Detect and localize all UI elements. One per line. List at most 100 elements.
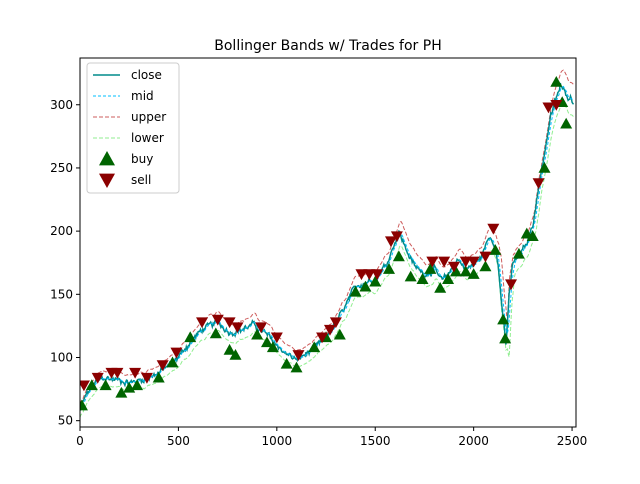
legend-label: lower (131, 131, 164, 145)
x-tick-label: 2000 (458, 434, 489, 448)
y-tick-label: 100 (50, 350, 73, 364)
sell-marker (156, 360, 169, 372)
legend: close mid upper lower buy sell (86, 62, 180, 194)
sell-marker (550, 99, 563, 111)
buy-marker (349, 285, 362, 297)
buy-marker (560, 117, 573, 129)
y-tick-label: 250 (50, 161, 73, 175)
buy-marker (308, 341, 321, 353)
buy-marker (85, 379, 98, 391)
buy-marker (166, 356, 179, 368)
legend-swatch-sell (99, 173, 115, 188)
sell-marker (532, 178, 545, 190)
sell-marker (355, 269, 368, 281)
buy-marker (416, 273, 429, 284)
sell-marker (111, 367, 124, 379)
buy-marker (251, 328, 264, 340)
x-tick-label: 2500 (557, 434, 588, 448)
buy-marker (459, 265, 472, 277)
sell-marker (292, 350, 305, 361)
sell-marker (255, 322, 268, 334)
sell-marker (170, 347, 183, 359)
buy-marker (442, 273, 455, 284)
buy-marker (290, 361, 303, 373)
legend-item-buy: buy (99, 151, 153, 166)
y-tick-label: 300 (50, 98, 73, 112)
buy-marker (383, 263, 396, 274)
buy-marker (392, 250, 405, 262)
buy-marker (99, 379, 112, 391)
buy-marker (479, 260, 492, 272)
buy-marker (152, 371, 165, 383)
buy-marker (333, 328, 346, 340)
y-tick-label: 50 (58, 414, 73, 428)
sell-marker (223, 317, 236, 329)
buy-marker (260, 336, 273, 348)
x-axis: 0 500 1000 1500 2000 2500 (76, 427, 587, 448)
legend-item-upper: upper (93, 110, 166, 124)
buy-marker (404, 270, 417, 282)
sell-marker (363, 269, 376, 281)
buy-marker (266, 341, 279, 353)
sell-marker (487, 223, 500, 235)
x-tick-label: 0 (76, 434, 84, 448)
buy-marker (184, 331, 197, 343)
legend-label: close (131, 68, 162, 82)
legend-label: sell (131, 173, 151, 187)
y-tick-label: 150 (50, 287, 73, 301)
sell-marker (211, 314, 224, 326)
chart-title: Bollinger Bands w/ Trades for PH (214, 38, 441, 54)
sell-marker (140, 372, 153, 384)
buy-marker (280, 357, 293, 369)
sell-marker (80, 380, 90, 392)
sell-marker (390, 231, 403, 243)
buy-marker (499, 332, 512, 344)
x-tick-label: 1000 (262, 434, 293, 448)
buy-marker (209, 327, 222, 339)
sell-marker (447, 261, 460, 273)
sell-marker (459, 256, 472, 268)
y-axis: 50 100 150 200 250 300 (50, 98, 80, 428)
buy-marker (424, 263, 437, 274)
buy-marker (223, 343, 236, 355)
axes-frame (79, 57, 577, 428)
sell-marker (329, 317, 342, 329)
buy-marker (131, 379, 144, 391)
sell-marker (196, 317, 209, 329)
legend-item-lower: lower (93, 131, 164, 145)
legend-item-mid: mid (93, 89, 154, 103)
buy-marker (359, 280, 372, 292)
sell-marker (467, 256, 480, 268)
buy-marker (497, 313, 510, 325)
sell-marker (438, 256, 451, 268)
sell-marker (505, 279, 518, 291)
buy-marker (467, 268, 480, 279)
sell-marker (323, 324, 336, 336)
sell-marker (231, 322, 244, 334)
buy-marker (550, 76, 563, 87)
legend-label: mid (131, 89, 154, 103)
legend-item-close: close (93, 68, 162, 82)
y-tick-label: 200 (50, 224, 73, 238)
buy-marker (369, 275, 382, 287)
legend-label: buy (131, 152, 153, 166)
legend-item-sell: sell (99, 173, 151, 188)
sell-marker (426, 256, 439, 268)
sell-marker (316, 332, 329, 344)
buy-marker (434, 281, 447, 293)
buy-marker (449, 265, 462, 277)
legend-swatch-buy (99, 151, 115, 166)
sell-marker (129, 367, 142, 379)
legend-label: upper (131, 110, 166, 124)
sell-marker (479, 251, 492, 263)
buy-marker (538, 161, 551, 173)
plot-area (80, 69, 575, 418)
x-tick-label: 1500 (360, 434, 391, 448)
buy-marker (526, 230, 539, 241)
buy-marker (80, 399, 88, 411)
sell-marker (371, 269, 384, 281)
x-tick-label: 500 (167, 434, 190, 448)
sell-marker (270, 332, 283, 344)
